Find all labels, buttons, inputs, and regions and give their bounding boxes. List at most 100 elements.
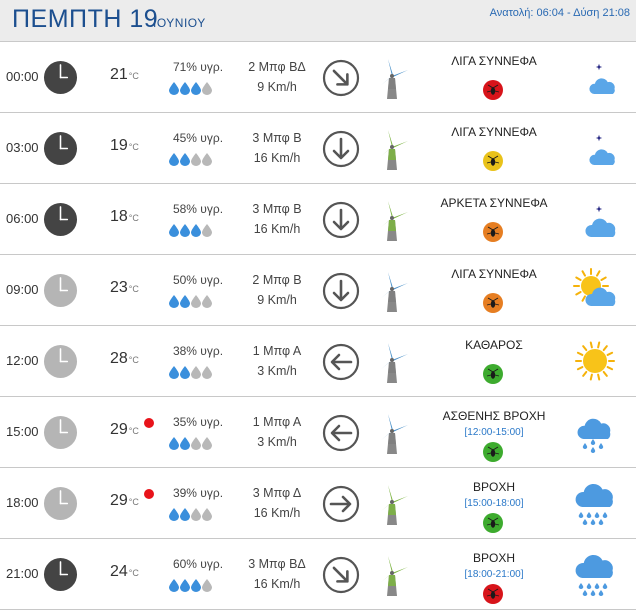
humidity-drop-icon [169,579,180,596]
time-label: 09:00 [6,282,39,297]
sun-cloud-icon [573,268,617,312]
humidity-drops [169,295,213,309]
rain-time-range: [18:00-21:00] [464,569,524,580]
time-label: 03:00 [6,140,39,155]
day-clock-icon [43,415,78,450]
humidity-drop-icon [180,82,191,99]
day-clock-icon [43,344,78,379]
temperature-value: 29 [110,492,128,509]
humidity-drop-icon [202,224,213,241]
humidity-label: 71% υγρ. [172,60,224,74]
time-label: 06:00 [6,211,39,226]
temperature: 24°C [110,563,139,581]
temperature-unit: °C [128,284,139,294]
humidity-drops [169,437,213,451]
humidity-drop-icon [202,153,213,170]
wind-speed: 3 Km/h [257,364,297,378]
month-title: ΙΟΥΝΙΟΥ [153,16,206,30]
wind-speed: 16 Km/h [253,577,301,591]
condition-label: ΑΡΚΕΤΑ ΣΥΝΝΕΦΑ [440,196,548,210]
forecast-row: 15:00 29°C 35% υγρ. 1 Μπφ Α 3 Km/h ΑΣΘΕΝ… [0,397,636,468]
wind-beaufort: 1 Μπφ Α [252,415,302,429]
humidity-label: 60% υγρ. [172,557,224,571]
insect-red-icon [483,584,503,604]
humidity-drop-icon [180,366,191,383]
humidity-drop-icon [202,366,213,383]
condition-label: ΒΡΟΧΗ [472,480,515,494]
wind-beaufort: 3 Μπφ ΒΔ [248,557,306,571]
sunrise-sunset: Ανατολή: 06:04 - Δύση 21:08 [489,7,630,19]
wind-direction-left-icon [322,343,360,381]
time-label: 15:00 [6,424,39,439]
temperature: 29°C [110,421,139,439]
wind-beaufort: 3 Μπφ Β [252,131,302,145]
wind-turbine-icon [374,198,410,242]
day-clock-icon [43,486,78,521]
condition-label: ΛΙΓΑ ΣΥΝΝΕΦΑ [451,267,537,281]
temperature-value: 28 [110,350,128,367]
temperature: 18°C [110,208,139,226]
forecast-row: 18:00 29°C 39% υγρ. 3 Μπφ Δ 16 Km/h ΒΡΟΧ… [0,468,636,539]
humidity-drop-icon [191,295,202,312]
moon-cloud-icon [573,126,617,170]
temperature-value: 21 [110,66,128,83]
humidity-drop-icon [180,437,191,454]
humidity-drops [169,224,213,238]
humidity-drop-icon [169,508,180,525]
rain-alert-icon [144,489,154,499]
moon-clouds-icon [573,197,617,241]
humidity-drop-icon [202,508,213,525]
temperature-unit: °C [128,213,139,223]
wind-direction-down-icon [322,201,360,239]
humidity-drop-icon [169,295,180,312]
humidity-drops [169,82,213,96]
night-clock-icon [43,60,78,95]
rain-alert-icon [144,418,154,428]
humidity-drop-icon [191,437,202,454]
wind-beaufort: 1 Μπφ Α [252,344,302,358]
wind-turbine-icon [374,340,410,384]
humidity-label: 39% υγρ. [172,486,224,500]
humidity-drop-icon [191,579,202,596]
temperature: 21°C [110,66,139,84]
temperature-unit: °C [128,568,139,578]
condition-label: ΒΡΟΧΗ [472,551,515,565]
wind-speed: 3 Km/h [257,435,297,449]
forecast-row: 09:00 23°C 50% υγρ. 2 Μπφ Β 9 Km/h ΛΙΓΑ … [0,255,636,326]
wind-direction-left-icon [322,414,360,452]
temperature-unit: °C [128,426,139,436]
wind-beaufort: 3 Μπφ Β [252,202,302,216]
condition-label: ΛΙΓΑ ΣΥΝΝΕΦΑ [451,125,537,139]
rain-icon [573,553,617,597]
forecast-row: 06:00 18°C 58% υγρ. 3 Μπφ Β 16 Km/h ΑΡΚΕ… [0,184,636,255]
temperature: 19°C [110,137,139,155]
time-label: 12:00 [6,353,39,368]
humidity-drop-icon [169,437,180,454]
humidity-label: 38% υγρ. [172,344,224,358]
humidity-label: 35% υγρ. [172,415,224,429]
time-label: 18:00 [6,495,39,510]
wind-turbine-icon [374,269,410,313]
insect-red-icon [483,80,503,100]
condition-label: ΚΑΘΑΡΟΣ [465,338,523,352]
humidity-drop-icon [202,579,213,596]
humidity-drops [169,153,213,167]
temperature: 28°C [110,350,139,368]
wind-turbine-icon [374,482,410,526]
forecast-table: 00:00 21°C 71% υγρ. 2 Μπφ ΒΔ 9 Km/h ΛΙΓΑ… [0,42,636,610]
humidity-drop-icon [169,153,180,170]
humidity-drop-icon [191,153,202,170]
rain-time-range: [15:00-18:00] [464,498,524,509]
insect-yellow-icon [483,151,503,171]
wind-direction-down-icon [322,272,360,310]
night-clock-icon [43,131,78,166]
temperature-unit: °C [128,71,139,81]
temperature-unit: °C [128,497,139,507]
wind-beaufort: 3 Μπφ Δ [252,486,302,500]
rain-time-range: [12:00-15:00] [464,427,524,438]
wind-turbine-icon [374,553,410,597]
humidity-label: 45% υγρ. [172,131,224,145]
temperature-unit: °C [128,142,139,152]
temperature-value: 29 [110,421,128,438]
temperature-value: 24 [110,563,128,580]
